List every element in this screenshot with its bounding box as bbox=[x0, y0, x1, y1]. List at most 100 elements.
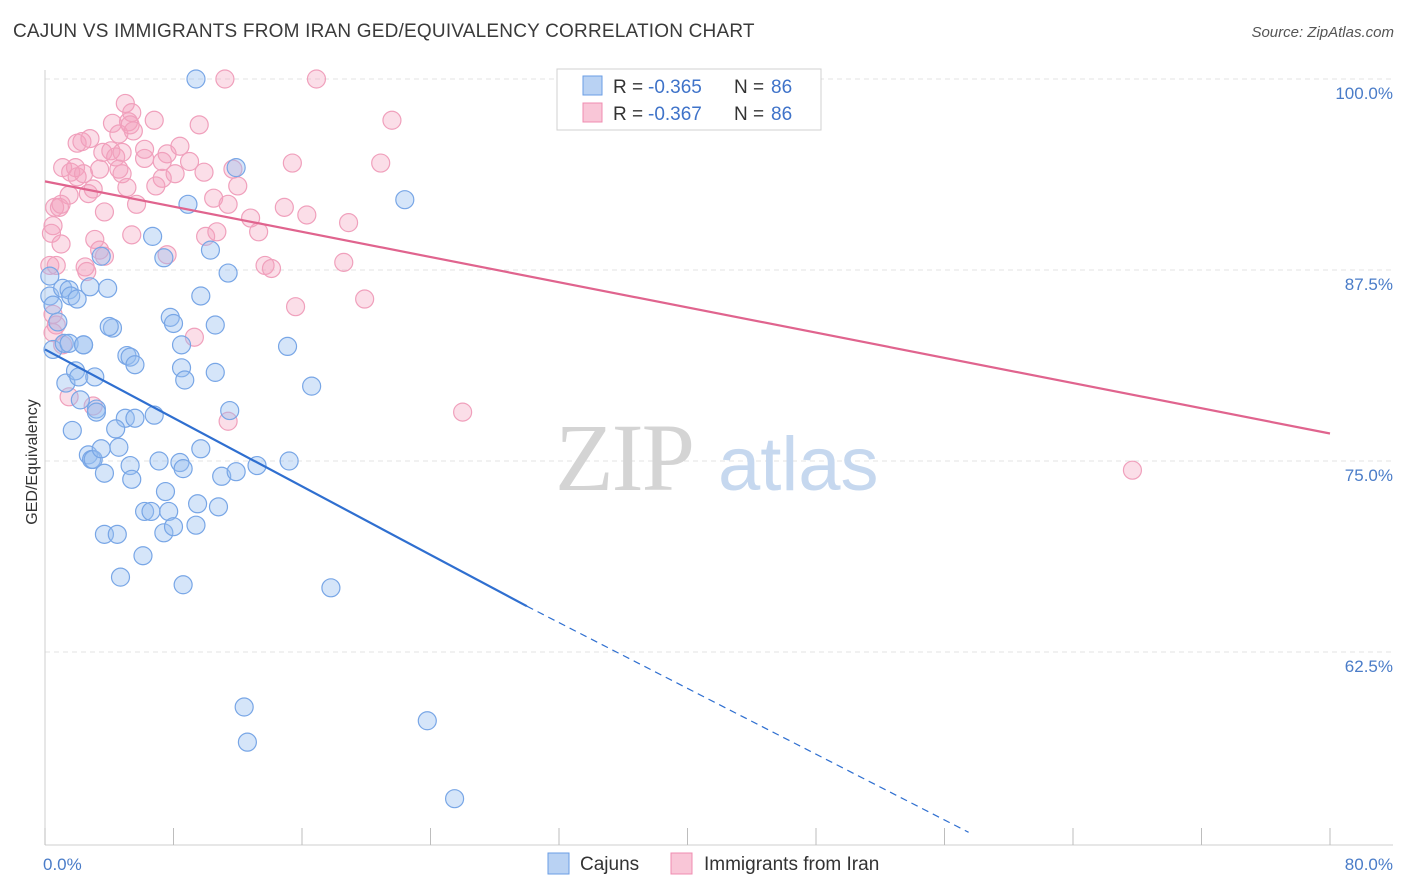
bottom-legend-label-iran: Immigrants from Iran bbox=[704, 854, 879, 875]
point-iran bbox=[43, 216, 63, 236]
point-cajuns bbox=[279, 451, 299, 471]
axes bbox=[44, 70, 1393, 846]
point-iran bbox=[152, 151, 172, 172]
watermark-zip: ZIP bbox=[555, 404, 693, 511]
x-tick-label: 0.0% bbox=[43, 855, 82, 874]
point-cajuns bbox=[80, 277, 100, 297]
point-iran bbox=[306, 69, 327, 89]
point-cajuns bbox=[205, 362, 225, 382]
legend-swatch-iran bbox=[582, 102, 603, 123]
point-cajuns bbox=[155, 481, 176, 502]
point-iran bbox=[85, 229, 105, 250]
point-cajuns bbox=[106, 419, 126, 439]
point-iran bbox=[122, 225, 142, 245]
point-cajuns bbox=[417, 711, 437, 731]
point-cajuns bbox=[133, 546, 153, 566]
point-iran bbox=[218, 194, 238, 214]
point-cajuns bbox=[212, 466, 232, 486]
point-cajuns bbox=[226, 462, 246, 482]
point-iran bbox=[117, 177, 137, 198]
point-iran bbox=[40, 255, 60, 276]
point-iran bbox=[215, 69, 235, 89]
point-cajuns bbox=[186, 515, 206, 535]
point-cajuns bbox=[191, 439, 211, 459]
point-iran bbox=[371, 153, 391, 173]
point-cajuns bbox=[67, 289, 87, 309]
x-tick-label: 80.0% bbox=[1345, 855, 1393, 874]
legend-r-value: -0.365 bbox=[648, 77, 702, 98]
point-cajuns bbox=[48, 312, 68, 332]
point-cajuns bbox=[43, 295, 63, 315]
point-cajuns bbox=[395, 190, 415, 210]
point-cajuns bbox=[125, 355, 145, 375]
point-cajuns bbox=[154, 248, 174, 268]
point-cajuns bbox=[205, 315, 225, 335]
point-cajuns bbox=[200, 240, 221, 260]
series-iran-points bbox=[40, 69, 1143, 480]
point-iran bbox=[78, 184, 98, 204]
point-cajuns bbox=[173, 459, 193, 479]
point-cajuns bbox=[125, 408, 145, 428]
point-iran bbox=[51, 234, 71, 254]
point-cajuns bbox=[277, 336, 298, 356]
point-iran bbox=[338, 213, 359, 233]
point-cajuns bbox=[175, 370, 195, 390]
point-cajuns bbox=[186, 69, 206, 89]
legend-n-value: 86 bbox=[771, 77, 792, 98]
point-cajuns bbox=[187, 494, 208, 514]
point-cajuns bbox=[70, 390, 90, 410]
point-cajuns bbox=[234, 697, 254, 717]
point-iran bbox=[46, 255, 66, 276]
point-cajuns bbox=[321, 578, 341, 598]
point-cajuns bbox=[99, 316, 119, 337]
point-cajuns bbox=[109, 437, 129, 457]
point-iran bbox=[204, 188, 224, 208]
point-cajuns bbox=[107, 524, 127, 544]
point-iran bbox=[285, 297, 306, 317]
point-iran bbox=[1122, 460, 1143, 480]
legend-r-label: R = bbox=[613, 104, 643, 125]
point-iran bbox=[170, 136, 190, 156]
point-cajuns bbox=[171, 335, 192, 355]
point-cajuns bbox=[53, 278, 73, 298]
point-iran bbox=[123, 121, 143, 141]
correlation-legend: R = -0.365 N = 86 R = -0.367 N = 86 bbox=[556, 68, 822, 131]
point-cajuns bbox=[122, 469, 142, 489]
point-iran bbox=[49, 197, 70, 217]
grid-lines bbox=[45, 78, 1393, 653]
point-iran bbox=[274, 197, 294, 217]
point-iran bbox=[157, 245, 177, 265]
y-tick-label: 62.5% bbox=[1345, 657, 1393, 676]
point-iran bbox=[112, 142, 132, 162]
point-iran bbox=[382, 110, 402, 130]
y-axis-label: GED/Equivalency bbox=[24, 399, 41, 524]
watermark-atlas: atlas bbox=[718, 422, 879, 507]
point-cajuns bbox=[143, 226, 163, 246]
point-cajuns bbox=[159, 501, 179, 522]
point-iran bbox=[261, 258, 282, 279]
legend-n-value: 86 bbox=[771, 104, 792, 125]
point-iran bbox=[152, 168, 172, 188]
point-cajuns bbox=[110, 567, 131, 587]
point-iran bbox=[165, 164, 185, 184]
y-tick-label: 100.0% bbox=[1335, 84, 1393, 103]
point-iran bbox=[194, 162, 214, 182]
point-cajuns bbox=[98, 278, 118, 298]
watermark: ZIP atlas bbox=[555, 404, 879, 511]
point-iran bbox=[189, 115, 209, 135]
point-iran bbox=[146, 176, 166, 196]
point-cajuns bbox=[102, 318, 123, 338]
point-iran bbox=[144, 110, 164, 130]
point-cajuns bbox=[208, 497, 229, 517]
point-iran bbox=[179, 151, 200, 172]
legend-r-value: -0.367 bbox=[648, 104, 702, 125]
source-label: Source: ZipAtlas.com bbox=[1251, 24, 1394, 41]
point-cajuns bbox=[73, 335, 94, 355]
point-cajuns bbox=[444, 789, 465, 809]
point-cajuns bbox=[226, 158, 246, 178]
point-cajuns bbox=[173, 575, 193, 595]
point-iran bbox=[77, 261, 97, 282]
point-cajuns bbox=[120, 455, 140, 476]
point-iran bbox=[94, 202, 115, 222]
